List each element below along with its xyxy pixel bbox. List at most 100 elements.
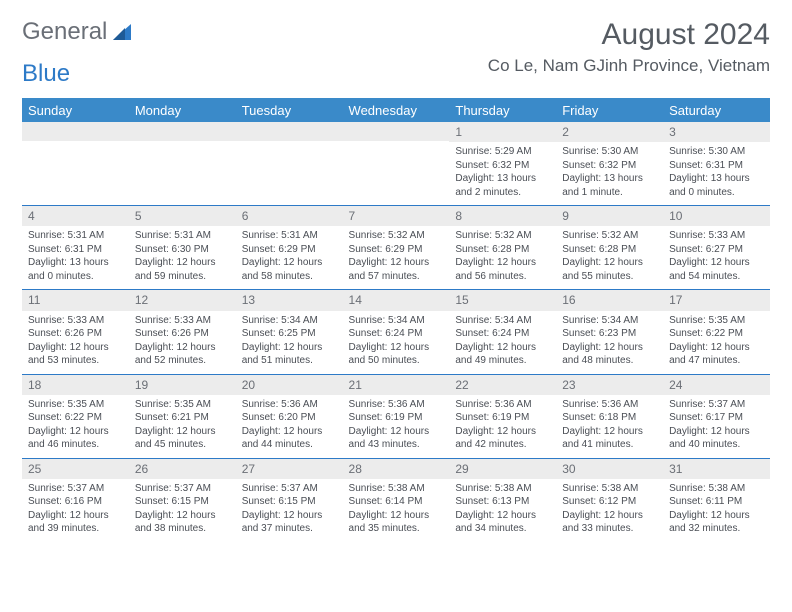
- day-header: Wednesday: [343, 99, 450, 123]
- sunset-text: Sunset: 6:15 PM: [135, 495, 230, 509]
- day-header: Friday: [556, 99, 663, 123]
- sunrise-text: Sunrise: 5:34 AM: [242, 314, 337, 328]
- day-number: 11: [22, 290, 129, 310]
- day-number: [22, 122, 129, 141]
- sunrise-text: Sunrise: 5:38 AM: [562, 482, 657, 496]
- day-number: 8: [449, 206, 556, 226]
- sunset-text: Sunset: 6:14 PM: [349, 495, 444, 509]
- day-number: 4: [22, 206, 129, 226]
- sunrise-text: Sunrise: 5:31 AM: [242, 229, 337, 243]
- day-number: 7: [343, 206, 450, 226]
- daylight-text: Daylight: 13 hours and 2 minutes.: [455, 172, 550, 199]
- daylight-text: Daylight: 12 hours and 39 minutes.: [28, 509, 123, 536]
- day-info: Sunrise: 5:37 AMSunset: 6:16 PMDaylight:…: [22, 479, 129, 542]
- sunset-text: Sunset: 6:16 PM: [28, 495, 123, 509]
- day-info: Sunrise: 5:30 AMSunset: 6:31 PMDaylight:…: [663, 142, 770, 205]
- sunrise-text: Sunrise: 5:35 AM: [28, 398, 123, 412]
- sunset-text: Sunset: 6:22 PM: [669, 327, 764, 341]
- sunrise-text: Sunrise: 5:36 AM: [242, 398, 337, 412]
- day-info: Sunrise: 5:33 AMSunset: 6:26 PMDaylight:…: [129, 311, 236, 374]
- day-info: Sunrise: 5:36 AMSunset: 6:20 PMDaylight:…: [236, 395, 343, 458]
- day-number: 28: [343, 459, 450, 479]
- day-number: 21: [343, 375, 450, 395]
- day-number: 15: [449, 290, 556, 310]
- daylight-text: Daylight: 12 hours and 46 minutes.: [28, 425, 123, 452]
- daylight-text: Daylight: 13 hours and 0 minutes.: [669, 172, 764, 199]
- sunset-text: Sunset: 6:19 PM: [349, 411, 444, 425]
- day-number: 9: [556, 206, 663, 226]
- daylight-text: Daylight: 12 hours and 32 minutes.: [669, 509, 764, 536]
- calendar-week-row: 18Sunrise: 5:35 AMSunset: 6:22 PMDayligh…: [22, 374, 770, 458]
- sunset-text: Sunset: 6:32 PM: [562, 159, 657, 173]
- month-title: August 2024: [488, 18, 770, 52]
- calendar-day-cell: [22, 122, 129, 206]
- sunset-text: Sunset: 6:18 PM: [562, 411, 657, 425]
- day-number: [343, 122, 450, 141]
- brand-part1: General: [22, 18, 107, 46]
- sunrise-text: Sunrise: 5:34 AM: [562, 314, 657, 328]
- brand-part2: Blue: [22, 60, 70, 87]
- day-info: Sunrise: 5:38 AMSunset: 6:11 PMDaylight:…: [663, 479, 770, 542]
- daylight-text: Daylight: 12 hours and 50 minutes.: [349, 341, 444, 368]
- sunrise-text: Sunrise: 5:30 AM: [562, 145, 657, 159]
- day-number: 24: [663, 375, 770, 395]
- calendar-day-cell: 20Sunrise: 5:36 AMSunset: 6:20 PMDayligh…: [236, 374, 343, 458]
- calendar-week-row: 11Sunrise: 5:33 AMSunset: 6:26 PMDayligh…: [22, 290, 770, 374]
- daylight-text: Daylight: 12 hours and 49 minutes.: [455, 341, 550, 368]
- day-number: 27: [236, 459, 343, 479]
- day-info: Sunrise: 5:36 AMSunset: 6:18 PMDaylight:…: [556, 395, 663, 458]
- sunset-text: Sunset: 6:24 PM: [349, 327, 444, 341]
- calendar-table: Sunday Monday Tuesday Wednesday Thursday…: [22, 98, 770, 542]
- day-header: Thursday: [449, 99, 556, 123]
- daylight-text: Daylight: 12 hours and 38 minutes.: [135, 509, 230, 536]
- daylight-text: Daylight: 12 hours and 34 minutes.: [455, 509, 550, 536]
- daylight-text: Daylight: 12 hours and 43 minutes.: [349, 425, 444, 452]
- sunset-text: Sunset: 6:30 PM: [135, 243, 230, 257]
- day-number: 3: [663, 122, 770, 142]
- day-info: Sunrise: 5:33 AMSunset: 6:26 PMDaylight:…: [22, 311, 129, 374]
- calendar-day-cell: 19Sunrise: 5:35 AMSunset: 6:21 PMDayligh…: [129, 374, 236, 458]
- calendar-day-cell: 13Sunrise: 5:34 AMSunset: 6:25 PMDayligh…: [236, 290, 343, 374]
- sunset-text: Sunset: 6:29 PM: [349, 243, 444, 257]
- day-number: 1: [449, 122, 556, 142]
- daylight-text: Daylight: 12 hours and 42 minutes.: [455, 425, 550, 452]
- sunrise-text: Sunrise: 5:37 AM: [28, 482, 123, 496]
- day-number: 20: [236, 375, 343, 395]
- sunrise-text: Sunrise: 5:29 AM: [455, 145, 550, 159]
- day-info: Sunrise: 5:31 AMSunset: 6:30 PMDaylight:…: [129, 226, 236, 289]
- daylight-text: Daylight: 12 hours and 37 minutes.: [242, 509, 337, 536]
- day-info: Sunrise: 5:37 AMSunset: 6:15 PMDaylight:…: [236, 479, 343, 542]
- sunset-text: Sunset: 6:22 PM: [28, 411, 123, 425]
- calendar-day-cell: 3Sunrise: 5:30 AMSunset: 6:31 PMDaylight…: [663, 122, 770, 206]
- day-info: Sunrise: 5:35 AMSunset: 6:21 PMDaylight:…: [129, 395, 236, 458]
- sunset-text: Sunset: 6:12 PM: [562, 495, 657, 509]
- day-number: 31: [663, 459, 770, 479]
- sunset-text: Sunset: 6:31 PM: [669, 159, 764, 173]
- calendar-day-cell: 24Sunrise: 5:37 AMSunset: 6:17 PMDayligh…: [663, 374, 770, 458]
- day-info: Sunrise: 5:37 AMSunset: 6:17 PMDaylight:…: [663, 395, 770, 458]
- brand-logo: General: [22, 18, 133, 46]
- calendar-week-row: 4Sunrise: 5:31 AMSunset: 6:31 PMDaylight…: [22, 206, 770, 290]
- day-number: 18: [22, 375, 129, 395]
- day-number: 2: [556, 122, 663, 142]
- calendar-day-cell: 7Sunrise: 5:32 AMSunset: 6:29 PMDaylight…: [343, 206, 450, 290]
- sunset-text: Sunset: 6:19 PM: [455, 411, 550, 425]
- day-header: Saturday: [663, 99, 770, 123]
- daylight-text: Daylight: 12 hours and 40 minutes.: [669, 425, 764, 452]
- sunset-text: Sunset: 6:25 PM: [242, 327, 337, 341]
- day-info: Sunrise: 5:35 AMSunset: 6:22 PMDaylight:…: [663, 311, 770, 374]
- day-number: 23: [556, 375, 663, 395]
- day-header-row: Sunday Monday Tuesday Wednesday Thursday…: [22, 99, 770, 123]
- sunrise-text: Sunrise: 5:32 AM: [455, 229, 550, 243]
- day-info: Sunrise: 5:37 AMSunset: 6:15 PMDaylight:…: [129, 479, 236, 542]
- day-number: 13: [236, 290, 343, 310]
- calendar-day-cell: [129, 122, 236, 206]
- day-info: Sunrise: 5:36 AMSunset: 6:19 PMDaylight:…: [343, 395, 450, 458]
- sunrise-text: Sunrise: 5:31 AM: [135, 229, 230, 243]
- calendar-day-cell: 14Sunrise: 5:34 AMSunset: 6:24 PMDayligh…: [343, 290, 450, 374]
- day-info: Sunrise: 5:38 AMSunset: 6:13 PMDaylight:…: [449, 479, 556, 542]
- calendar-day-cell: 22Sunrise: 5:36 AMSunset: 6:19 PMDayligh…: [449, 374, 556, 458]
- sunset-text: Sunset: 6:26 PM: [135, 327, 230, 341]
- day-number: 14: [343, 290, 450, 310]
- calendar-day-cell: 12Sunrise: 5:33 AMSunset: 6:26 PMDayligh…: [129, 290, 236, 374]
